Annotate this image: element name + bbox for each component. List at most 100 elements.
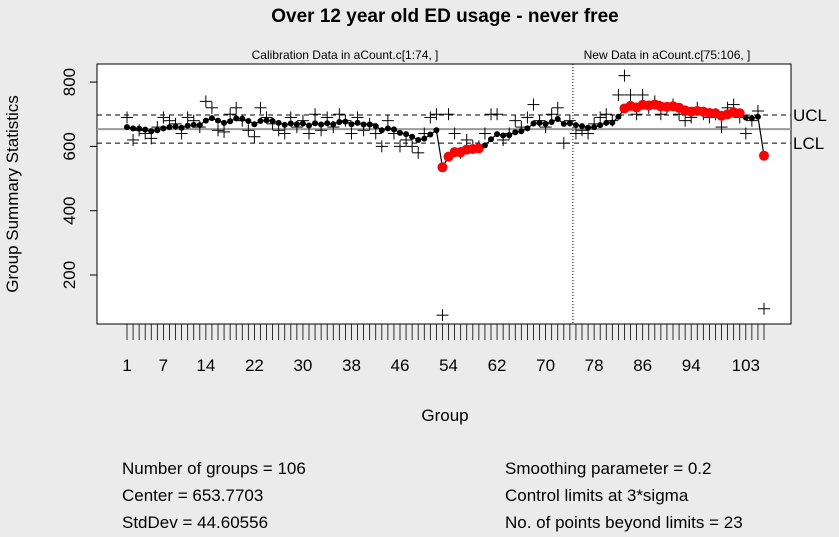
ewma-point	[354, 119, 361, 126]
observed-point	[157, 111, 170, 124]
observed-point	[394, 140, 406, 153]
x-tick-label: 7	[159, 356, 168, 375]
ewma-point	[366, 121, 373, 128]
ewma-point-beyond	[734, 108, 745, 119]
x-tick-label: 38	[342, 356, 361, 375]
x-tick-label: 70	[536, 356, 555, 375]
ewma-point	[330, 121, 337, 128]
observed-point	[406, 140, 419, 153]
observed-point	[224, 108, 237, 121]
observed-point	[569, 127, 582, 140]
ewma-point	[306, 122, 312, 129]
observed-point	[127, 133, 140, 146]
observed-point	[551, 101, 564, 114]
ewma-point-beyond	[473, 143, 484, 154]
observed-point	[521, 111, 534, 124]
ucl-label: UCL	[793, 106, 827, 125]
stat-groups: Number of groups = 106	[122, 459, 306, 478]
x-tick-label: 54	[439, 356, 458, 375]
observed-point	[345, 127, 358, 140]
ewma-point	[397, 129, 403, 136]
ewma-point	[494, 131, 501, 138]
observed-point	[303, 127, 315, 140]
ewma-point	[603, 119, 610, 126]
observed-point	[412, 146, 425, 159]
observed-point	[205, 101, 218, 114]
observed-point	[145, 132, 158, 145]
ewma-point	[372, 123, 379, 130]
ewma-point	[579, 123, 585, 130]
observed-point	[460, 133, 473, 146]
observed-point	[230, 101, 243, 114]
observed-point	[309, 108, 322, 121]
ewma-point	[409, 133, 416, 140]
x-tick-label: 22	[245, 356, 264, 375]
ewma-point-beyond	[759, 150, 769, 161]
ewma-point	[136, 125, 143, 132]
ewma-point	[542, 120, 549, 127]
ewma-point	[403, 131, 410, 138]
ewma-point	[548, 118, 555, 125]
observed-point	[181, 111, 194, 124]
ewma-point	[488, 136, 494, 143]
ewma-point	[348, 121, 355, 128]
y-tick-label: 400	[60, 196, 79, 224]
ewma-point	[196, 122, 203, 129]
ewma-point	[427, 131, 434, 138]
stat-beyond: No. of points beyond limits = 23	[505, 513, 743, 532]
observed-point	[381, 114, 394, 127]
summary-stats: Number of groups = 106 Center = 653.7703…	[122, 459, 743, 532]
ewma-point	[560, 120, 567, 127]
ewma-point	[293, 121, 300, 128]
lcl-label: LCL	[793, 134, 824, 153]
stat-smoothing: Smoothing parameter = 0.2	[505, 459, 711, 478]
y-axis: 200 400 600 800	[60, 68, 97, 289]
ewma-point	[269, 117, 276, 124]
observed-point	[218, 125, 231, 138]
ewma-point	[554, 116, 561, 123]
observed-point	[369, 127, 382, 140]
plot-area	[96, 63, 792, 325]
observed-point	[715, 121, 728, 134]
ewma-point	[512, 129, 519, 136]
ewma-point	[178, 124, 185, 131]
stat-limits: Control limits at 3*sigma	[505, 486, 689, 505]
ewma-point	[299, 120, 306, 127]
ewma-point	[257, 117, 264, 124]
chart-title: Over 12 year old ED usage - never free	[271, 6, 618, 27]
ewma-point	[160, 125, 167, 132]
observed-point	[442, 108, 455, 121]
ewma-point	[287, 120, 294, 127]
ewma-point	[421, 135, 428, 142]
ewma-point	[506, 132, 513, 139]
ewma-point	[742, 114, 749, 121]
ewma-point	[336, 118, 343, 125]
ewma-point	[215, 117, 221, 124]
ewma-point	[566, 120, 573, 127]
ewma-point	[172, 123, 179, 130]
observed-point	[557, 137, 570, 150]
ewma-point	[233, 115, 240, 122]
ewma-point	[615, 113, 622, 120]
observed-point	[679, 114, 692, 127]
ewma-point	[124, 124, 130, 131]
data-series	[121, 69, 770, 322]
ewma-point	[184, 122, 191, 129]
ewma-point	[263, 117, 270, 124]
ewma-point	[536, 119, 543, 126]
ewma-point	[518, 128, 525, 135]
x-tick-label: 1	[122, 356, 131, 375]
observed-point	[199, 95, 212, 108]
x-tick-label: 62	[488, 356, 507, 375]
ewma-point	[481, 142, 488, 149]
ewma-point	[166, 124, 173, 131]
stat-stddev: StdDev = 44.60556	[122, 513, 268, 532]
observed-point	[618, 69, 631, 82]
observed-point	[739, 127, 752, 140]
ewma-point	[384, 125, 391, 132]
observed-point	[333, 108, 346, 121]
x-axis-label: Group	[421, 406, 468, 425]
observed-point	[121, 111, 133, 124]
ewma-point	[154, 127, 161, 134]
x-tick-label: 78	[585, 356, 604, 375]
